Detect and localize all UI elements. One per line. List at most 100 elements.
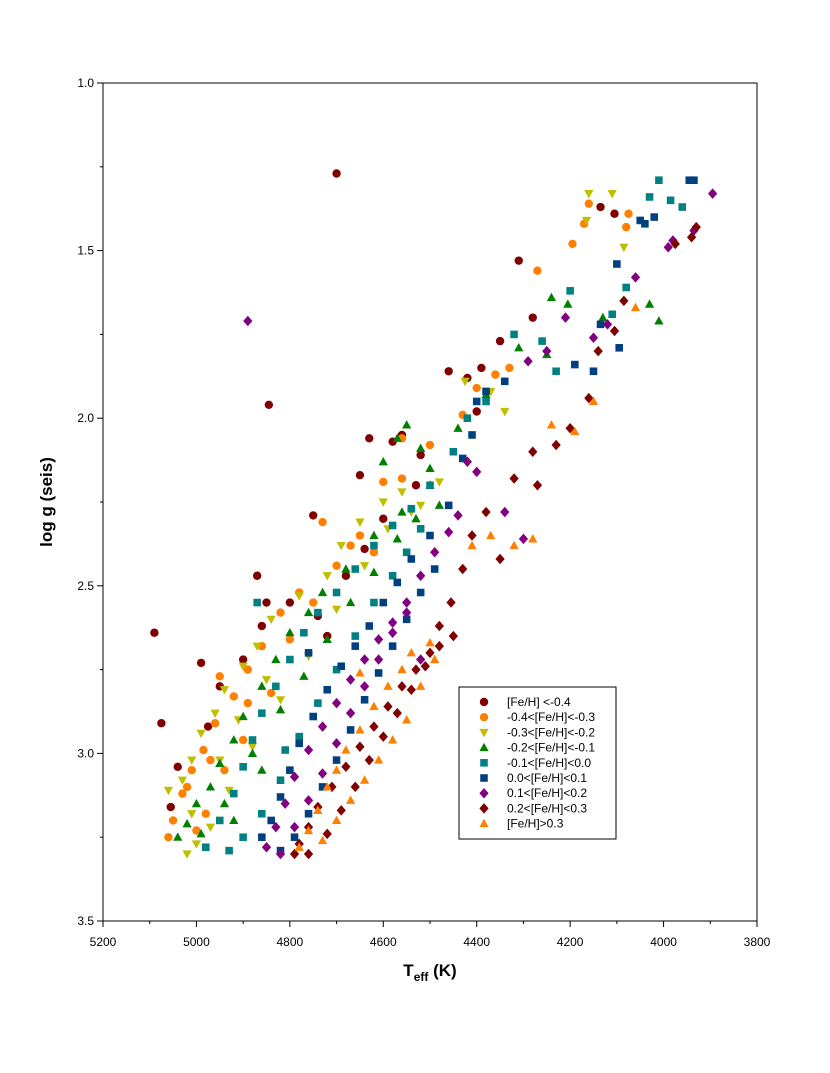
data-point-series-6 [295, 739, 303, 748]
data-point-series-3 [460, 377, 470, 387]
data-point-series-2 [164, 833, 173, 842]
data-point-series-8 [355, 741, 365, 752]
data-point-series-4 [654, 316, 664, 325]
data-point-series-4 [453, 423, 463, 432]
data-point-series-1 [514, 256, 523, 265]
data-point-series-1 [411, 481, 421, 490]
y-tick-label: 2.5 [77, 579, 94, 593]
data-point-series-8 [584, 392, 594, 404]
data-point-series-6 [332, 756, 341, 764]
data-point-series-3 [205, 823, 216, 832]
data-point-series-7 [275, 848, 286, 860]
data-point-series-6 [641, 220, 649, 228]
data-point-series-3 [322, 572, 332, 581]
data-point-series-5 [552, 367, 560, 376]
data-point-series-4 [434, 500, 444, 509]
data-point-series-3 [266, 615, 276, 625]
data-point-series-7 [453, 510, 463, 521]
data-point-series-7 [602, 319, 613, 330]
data-point-series-6 [472, 397, 481, 406]
data-point-series-8 [341, 761, 351, 773]
data-point-series-4 [173, 832, 183, 841]
data-point-series-4 [257, 681, 267, 690]
data-point-series-3 [238, 662, 248, 672]
x-tick-label: 4600 [370, 935, 397, 949]
data-point-series-7 [261, 842, 272, 853]
data-point-series-2 [309, 598, 318, 607]
data-point-series-5 [201, 843, 210, 852]
data-point-series-9 [388, 735, 398, 744]
data-point-series-2 [472, 383, 481, 393]
data-point-series-4 [416, 443, 426, 452]
data-point-series-4 [317, 587, 328, 597]
data-point-series-4 [322, 634, 332, 644]
data-point-series-6 [258, 833, 266, 841]
data-point-series-7 [359, 681, 370, 692]
data-point-series-5 [258, 809, 266, 818]
data-point-series-6 [430, 565, 439, 573]
data-point-series-7 [402, 597, 412, 608]
data-point-series-9 [294, 842, 304, 851]
data-point-series-4 [229, 815, 239, 825]
y-tick-label: 3.5 [77, 914, 94, 928]
data-point-series-2 [182, 782, 192, 792]
x-axis-title-subscript: eff [414, 970, 430, 984]
data-point-series-5 [463, 414, 472, 422]
x-tick-label: 5200 [90, 935, 117, 949]
data-point-series-4 [275, 704, 286, 714]
data-point-series-8 [289, 848, 300, 860]
data-point-series-1 [262, 598, 271, 607]
data-point-series-9 [331, 815, 342, 825]
data-point-series-6 [500, 377, 509, 386]
data-point-series-3 [584, 190, 594, 199]
data-point-series-9 [430, 654, 440, 664]
data-point-series-6 [407, 555, 416, 563]
data-point-series-8 [467, 530, 477, 541]
data-point-series-2 [491, 370, 500, 379]
data-point-series-5 [370, 541, 378, 550]
data-point-series-7 [317, 721, 328, 732]
data-point-series-7 [359, 654, 370, 665]
x-tick-label: 4000 [650, 935, 677, 949]
data-point-series-5 [416, 525, 425, 533]
legend-label: 0.2<[Fe/H]<0.3 [507, 801, 587, 815]
data-point-series-3 [224, 786, 234, 796]
data-point-series-3 [581, 216, 592, 226]
data-point-series-6 [426, 531, 434, 540]
data-point-series-1 [596, 202, 605, 212]
x-tick-label: 4200 [557, 935, 584, 949]
data-point-series-6 [337, 662, 346, 671]
data-point-series-5 [402, 548, 411, 557]
data-point-series-5 [388, 521, 397, 530]
data-point-series-6 [304, 809, 313, 818]
data-point-series-1 [444, 367, 453, 376]
data-point-series-2 [243, 698, 253, 708]
data-point-series-9 [322, 782, 332, 791]
data-point-series-6 [323, 685, 332, 694]
data-point-series-4 [392, 433, 402, 442]
data-point-series-3 [247, 743, 258, 752]
data-point-series-5 [655, 176, 663, 184]
legend-marker [479, 728, 489, 738]
data-point-series-6 [360, 695, 369, 704]
data-point-series-7 [430, 547, 440, 558]
data-point-series-1 [166, 802, 175, 812]
legend-label: -0.3<[Fe/H]<-0.2 [507, 725, 595, 739]
data-point-series-4 [341, 564, 351, 573]
data-point-series-7 [708, 188, 718, 199]
data-point-series-3 [252, 642, 262, 651]
legend-marker [479, 818, 489, 828]
data-point-series-6 [309, 712, 317, 721]
data-point-series-4 [514, 342, 524, 352]
data-point-series-5 [510, 330, 518, 339]
legend-label: 0.0<[Fe/H]<0.1 [507, 771, 587, 785]
data-point-series-4 [563, 299, 573, 308]
data-point-series-3 [261, 676, 272, 685]
data-point-series-9 [406, 648, 416, 657]
data-point-series-3 [355, 518, 365, 527]
data-point-series-1 [332, 169, 341, 178]
data-point-series-4 [285, 627, 295, 637]
data-point-series-8 [446, 597, 456, 608]
data-point-series-3 [163, 786, 174, 796]
data-point-series-6 [458, 454, 467, 463]
